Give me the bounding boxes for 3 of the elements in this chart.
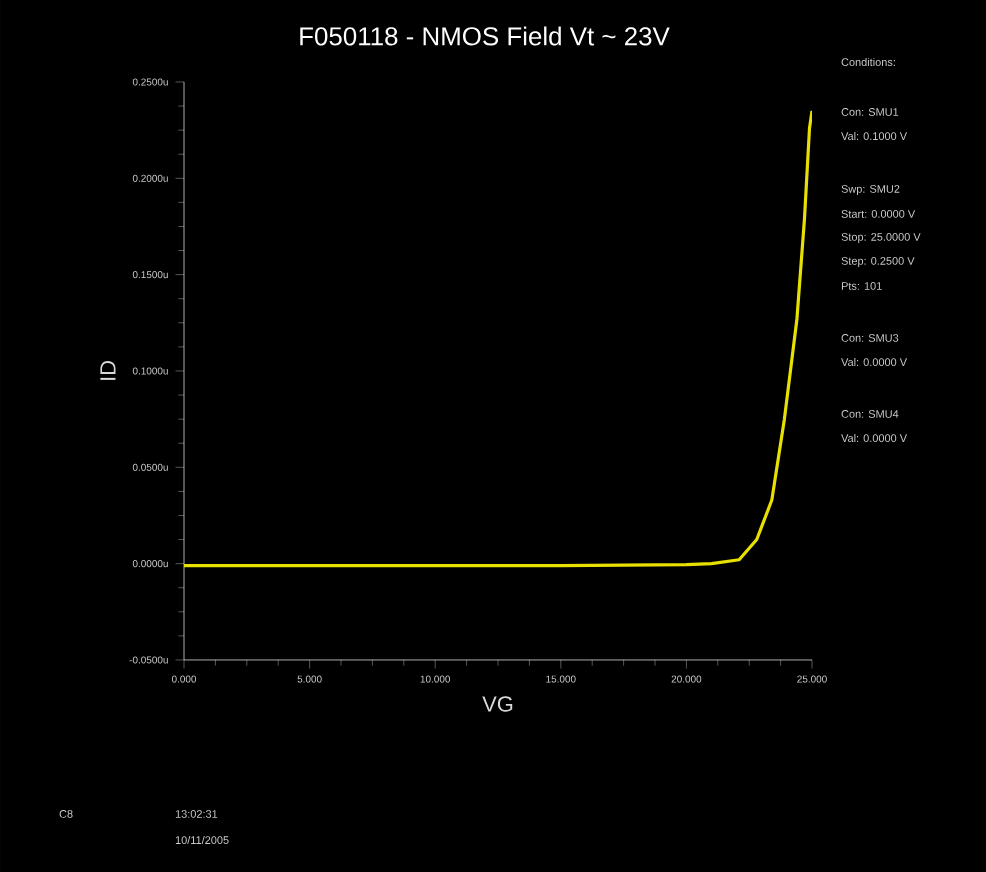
x-axis-title: VG xyxy=(482,696,513,712)
y-axis-title: ID xyxy=(100,361,116,380)
chart-title: F050118 - NMOS Field Vt ~ 23V xyxy=(300,26,670,46)
